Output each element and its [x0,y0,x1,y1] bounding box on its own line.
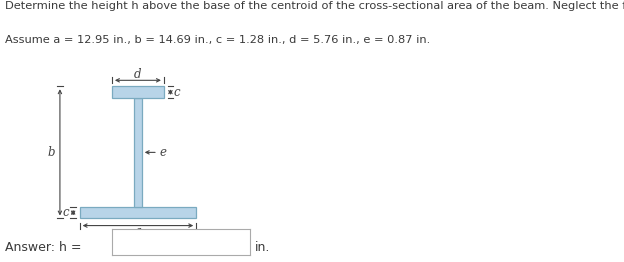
Text: b: b [47,146,55,159]
Text: Determine the height h above the base of the centroid of the cross-sectional are: Determine the height h above the base of… [5,1,624,11]
Bar [112,86,164,98]
Text: Answer: h =: Answer: h = [5,241,82,254]
Bar [80,207,196,219]
Bar [134,98,142,207]
Text: i: i [100,235,105,249]
Text: c: c [173,86,180,99]
Text: c: c [62,206,69,219]
Text: d: d [134,68,142,81]
Text: a: a [134,225,142,238]
Text: in.: in. [255,241,270,254]
Text: e: e [159,146,166,159]
Text: Assume a = 12.95 in., b = 14.69 in., c = 1.28 in., d = 5.76 in., e = 0.87 in.: Assume a = 12.95 in., b = 14.69 in., c =… [5,35,430,45]
